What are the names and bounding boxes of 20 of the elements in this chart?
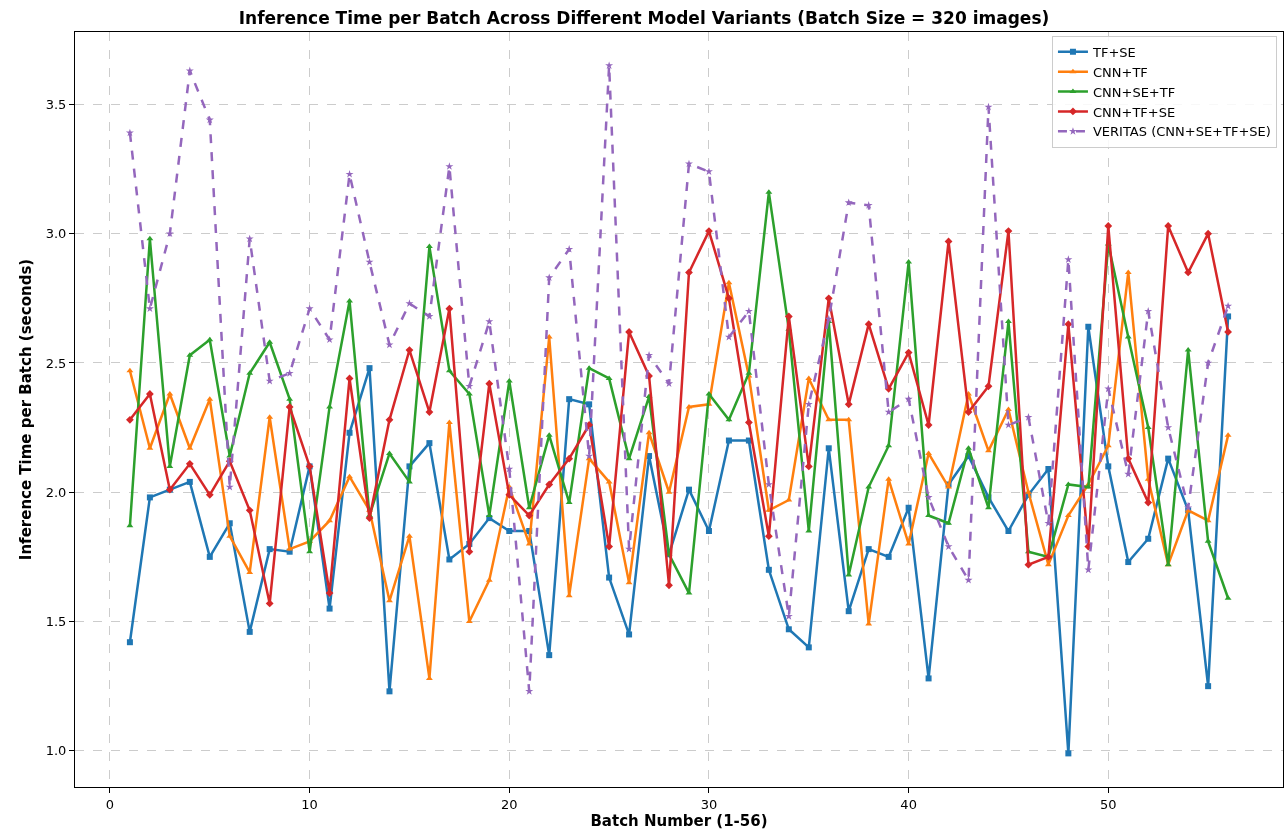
legend-label: CNN+TF — [1092, 64, 1148, 80]
x-tick-label: 20 — [501, 796, 518, 812]
legend-label: VERITAS (CNN+SE+TF+SE) — [1092, 124, 1271, 140]
y-tick-label: 1.0 — [45, 743, 67, 759]
x-tick-label: 0 — [105, 796, 115, 812]
y-tick-label: 2.0 — [45, 484, 67, 500]
x-tick-label: 30 — [700, 796, 718, 812]
x-axis-title: Batch Number (1-56) — [590, 811, 768, 830]
legend-label: TF+SE — [1091, 44, 1136, 60]
y-tick-label: 3.0 — [45, 226, 67, 242]
x-tick-label: 40 — [900, 796, 917, 812]
chart-title: Inference Time per Batch Across Different Model Variants (Batch Size = 320 images) — [238, 8, 1050, 29]
y-axis-title: Inference Time per Batch (seconds) — [16, 258, 35, 561]
y-tick-label: 3.5 — [45, 96, 67, 112]
y-tick-label: 2.5 — [45, 355, 67, 371]
legend-label: CNN+TF+SE — [1092, 104, 1176, 120]
y-tick-label: 1.5 — [45, 614, 67, 630]
x-tick-label: 10 — [301, 796, 318, 812]
x-tick-label: 50 — [1100, 796, 1117, 812]
legend-label: CNN+SE+TF — [1092, 84, 1176, 100]
